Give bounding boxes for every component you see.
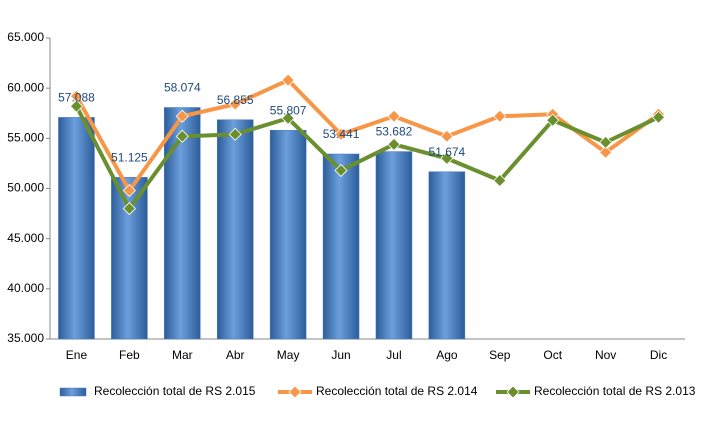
y-tick-label: 45.000 xyxy=(7,231,44,245)
x-tick-label: Sep xyxy=(489,348,511,362)
data-label: 51.674 xyxy=(429,145,466,159)
line-marker xyxy=(440,151,454,165)
y-tick-label: 65.000 xyxy=(7,30,44,44)
legend-label: Recolección total de RS 2.014 xyxy=(316,384,478,398)
line xyxy=(74,105,660,211)
line-marker xyxy=(334,127,348,141)
line-marker xyxy=(651,110,666,124)
bar xyxy=(375,151,413,340)
line-marker xyxy=(334,163,348,178)
bar xyxy=(428,171,466,340)
x-tick-label: Nov xyxy=(595,348,616,362)
y-tick-label: 60.000 xyxy=(7,80,44,94)
line-marker xyxy=(599,145,613,159)
x-tick-label: May xyxy=(277,348,300,362)
line-marker xyxy=(175,129,189,143)
line-marker xyxy=(228,97,242,111)
data-label: 56.855 xyxy=(217,93,254,107)
y-tick-label: 55.000 xyxy=(7,131,44,145)
bar xyxy=(216,119,254,340)
x-tick-label: Abr xyxy=(226,348,245,362)
line-marker xyxy=(546,113,560,127)
x-tick-label: Jul xyxy=(386,348,401,362)
line-marker xyxy=(69,99,84,113)
x-tick-label: Ago xyxy=(436,348,458,362)
line-marker xyxy=(122,202,136,216)
bar xyxy=(111,176,148,340)
line xyxy=(74,78,660,193)
legend-label: Recolección total de RS 2.015 xyxy=(94,384,256,398)
y-tick-label: 35.000 xyxy=(7,331,44,345)
line-marker xyxy=(228,127,242,141)
legend-marker xyxy=(288,385,302,399)
line-marker xyxy=(387,109,401,123)
x-tick-label: Dic xyxy=(650,348,667,362)
bar xyxy=(269,129,307,340)
x-tick-label: Oct xyxy=(543,348,562,362)
line-marker xyxy=(493,173,507,188)
line-marker xyxy=(440,129,454,143)
data-label: 58.074 xyxy=(164,81,201,95)
bar xyxy=(322,153,360,340)
line-marker xyxy=(599,135,613,149)
data-label: 57.088 xyxy=(58,91,95,105)
data-label: 53.441 xyxy=(323,127,360,141)
y-tick-label: 40.000 xyxy=(7,281,44,295)
line-marker xyxy=(493,109,507,123)
x-tick-label: Mar xyxy=(172,348,193,362)
legend-swatch xyxy=(59,387,87,397)
line-marker xyxy=(175,109,189,123)
data-label: 53.682 xyxy=(376,125,413,139)
line-marker xyxy=(122,183,136,198)
line-marker xyxy=(281,111,295,125)
legend-marker xyxy=(506,385,520,399)
y-tick-label: 50.000 xyxy=(7,181,44,195)
line-marker xyxy=(387,137,401,151)
line-marker xyxy=(281,73,295,87)
bar xyxy=(58,117,95,340)
bar xyxy=(164,107,201,340)
data-label: 55.807 xyxy=(270,103,307,117)
x-tick-label: Ene xyxy=(66,348,88,362)
legend-label: Recolección total de RS 2.013 xyxy=(534,384,696,398)
x-tick-label: Jun xyxy=(331,348,350,362)
x-tick-label: Feb xyxy=(119,348,140,362)
data-label: 51.125 xyxy=(111,150,148,164)
